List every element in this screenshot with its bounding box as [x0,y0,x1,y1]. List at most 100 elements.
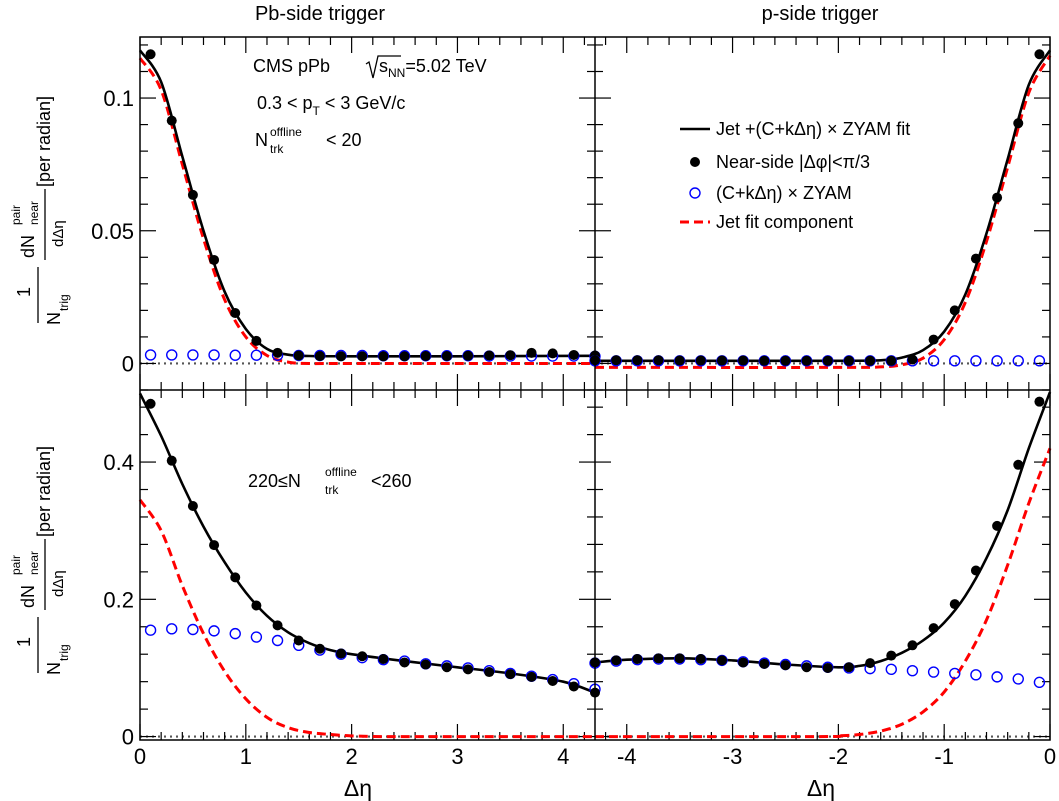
zyam-point [229,349,241,361]
near-side-point [357,351,368,362]
legend-label: Jet +(C+kΔη) × ZYAM fit [716,119,910,139]
near-side-point [378,654,389,665]
svg-text:offline: offline [270,125,302,139]
zyam-point [208,349,220,361]
legend-label: Near-side |Δφ|<π/3 [716,152,870,172]
y-tick-label: 0 [122,725,134,750]
x-tick-label: 0 [1044,744,1056,769]
x-tick-label: 1 [240,744,252,769]
legend-marker-data [690,157,700,167]
near-side-point [822,662,833,673]
svg-text:N: N [255,130,268,150]
near-side-point [780,660,791,671]
near-side-point [992,520,1003,531]
near-side-point [420,351,431,362]
total-fit-curve [594,391,1052,669]
near-side-point [907,640,918,651]
zyam-point [250,631,263,643]
svg-text:220≤N: 220≤N [248,471,301,491]
zyam-point [1033,355,1046,367]
near-side-point [632,654,643,665]
panel-bottom-right: -4 -3 -2 -1 0 [589,390,1056,769]
zyam-point [927,355,940,367]
near-side-point [928,334,939,345]
zyam-point [885,663,897,676]
near-side-point [187,500,198,511]
near-side-point [865,355,876,366]
near-side-point [759,658,770,669]
annotation-multiplicity-high: 220≤N offline trk <260 [248,465,412,497]
near-side-point [463,664,474,675]
near-side-point [463,350,474,361]
annotation-pt-range: 0.3 < pT < 3 GeV/c [257,93,405,118]
near-side-point [378,351,389,362]
near-side-point [843,355,854,366]
jet-fit-component-curve [138,498,595,739]
near-side-point [865,658,876,669]
y-label-N: N [44,312,64,325]
near-side-point [526,671,537,682]
y-tick-label: 0.2 [103,587,134,612]
y-label-deta: dΔη [50,220,67,247]
y-label-N: N [44,662,64,675]
zyam-point [949,355,961,367]
near-side-point [251,335,262,346]
near-side-point [653,355,664,366]
x-tick-label: -1 [934,744,954,769]
near-side-point [738,657,749,668]
annotation-experiment: CMS pPb sNN=5.02 TeV [253,55,487,80]
near-side-point [674,355,685,366]
near-side-point [230,308,241,319]
near-side-point [441,662,452,673]
total-fit-curve [595,49,1052,363]
near-side-point [145,49,156,60]
near-side-point [314,351,325,362]
y-label-trig: trig [57,294,71,311]
near-side-point [166,115,177,126]
near-side-point [505,350,516,361]
y-label-dN: dN [18,585,38,608]
jet-fit-component-curve [594,54,1052,369]
zyam-point [187,349,199,361]
near-side-point [1013,118,1024,129]
annotation-multiplicity-low: N offline trk < 20 [255,125,362,156]
jet-fit-component-curve [594,447,1052,739]
y-label-near: near [27,551,41,575]
svg-text:offline: offline [325,465,357,479]
near-side-point [632,355,643,366]
x-tick-label: 3 [451,744,463,769]
panel-top-left: 0 0.05 0.1 [91,37,601,391]
near-side-point [230,572,241,583]
near-side-point [441,351,452,362]
near-side-point [716,655,727,666]
zyam-point [1012,355,1024,367]
column-title-p: p-side trigger [762,3,879,25]
y-tick-label: 0.1 [103,86,134,111]
near-side-point [801,355,812,366]
y-label-pair: pair [9,205,23,225]
near-side-point [970,565,981,576]
near-side-point [822,355,833,366]
svg-text:< 20: < 20 [326,130,362,150]
near-side-point [484,350,495,361]
svg-text:CMS pPb: CMS pPb [253,56,330,76]
near-side-point [145,398,156,409]
near-side-point [928,623,939,634]
near-side-point [547,348,558,359]
y-label-unit: [per radian] [34,96,54,187]
near-side-point [759,355,770,366]
x-tick-label: -3 [723,744,743,769]
near-side-point [992,192,1003,203]
near-side-point [970,253,981,264]
near-side-point [886,650,897,661]
y-label-dN: dN [18,235,38,258]
near-side-point [1034,396,1045,407]
y-tick-label: 0 [122,351,134,376]
near-side-point [949,599,960,610]
x-tick-label: -2 [829,744,849,769]
zyam-point [970,669,982,681]
y-label-pair: pair [9,555,23,575]
zyam-point [991,671,1003,683]
